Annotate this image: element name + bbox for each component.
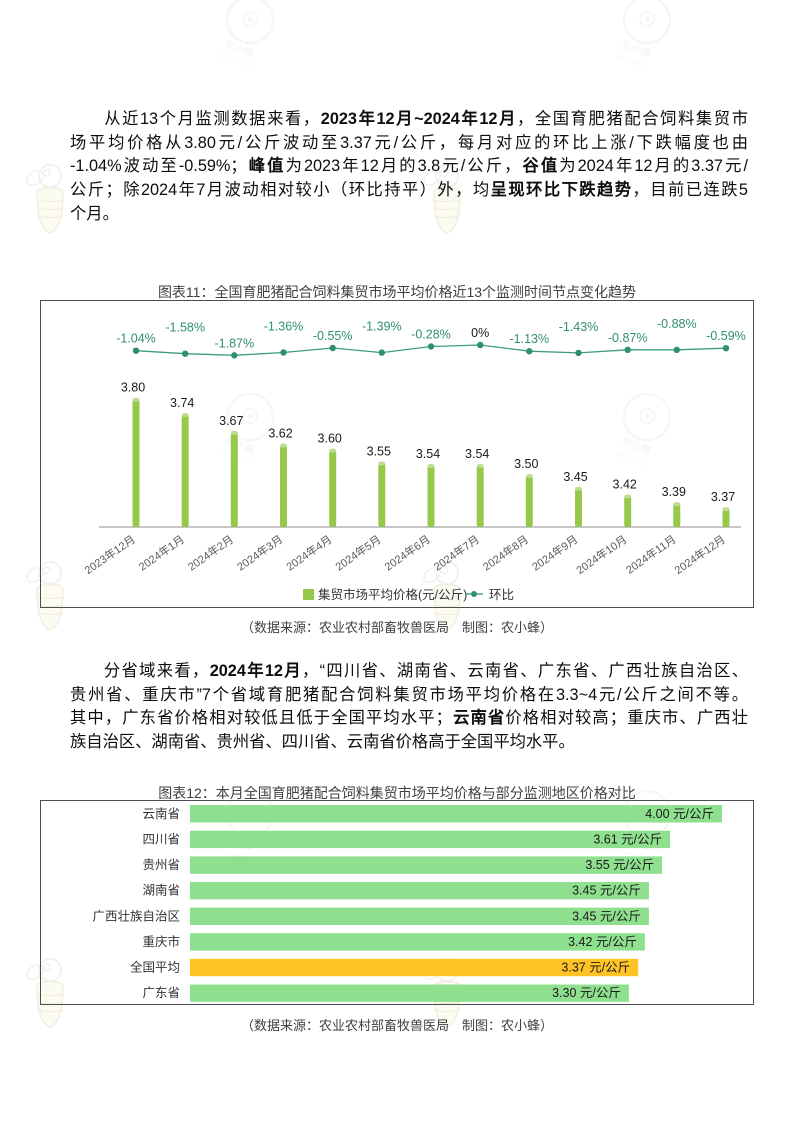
svg-text:环比: 环比 bbox=[489, 588, 514, 602]
svg-text:2023年12月: 2023年12月 bbox=[82, 532, 138, 577]
svg-text:3.55 元/公斤: 3.55 元/公斤 bbox=[585, 858, 654, 872]
svg-text:-1.04%: -1.04% bbox=[116, 332, 156, 346]
svg-text:集贸市场平均价格(元/公斤): 集贸市场平均价格(元/公斤) bbox=[318, 587, 467, 602]
svg-text:2024年5月: 2024年5月 bbox=[332, 532, 383, 574]
svg-text:-0.59%: -0.59% bbox=[706, 329, 746, 343]
svg-text:3.61 元/公斤: 3.61 元/公斤 bbox=[593, 832, 662, 846]
svg-text:3.37 元/公斤: 3.37 元/公斤 bbox=[561, 961, 630, 975]
svg-text:3.45: 3.45 bbox=[563, 470, 587, 484]
svg-text:-0.87%: -0.87% bbox=[608, 331, 648, 345]
svg-text:3.55: 3.55 bbox=[367, 444, 391, 458]
svg-text:-1.87%: -1.87% bbox=[214, 336, 254, 350]
svg-text:四川省: 四川省 bbox=[142, 832, 180, 846]
svg-text:云南省: 云南省 bbox=[142, 806, 180, 821]
svg-text:广西壮族自治区: 广西壮族自治区 bbox=[92, 909, 180, 923]
svg-text:湖南省: 湖南省 bbox=[142, 883, 180, 898]
svg-text:3.37: 3.37 bbox=[711, 490, 735, 504]
svg-text:3.62: 3.62 bbox=[268, 427, 292, 441]
svg-text:2024年12月: 2024年12月 bbox=[672, 532, 728, 577]
svg-text:3.54: 3.54 bbox=[465, 447, 489, 461]
svg-text:2024年11月: 2024年11月 bbox=[623, 532, 678, 577]
svg-text:0%: 0% bbox=[471, 326, 489, 340]
svg-text:-1.13%: -1.13% bbox=[509, 332, 549, 346]
svg-text:-1.43%: -1.43% bbox=[559, 320, 599, 334]
svg-text:2024年10月: 2024年10月 bbox=[573, 532, 629, 577]
svg-text:2024年9月: 2024年9月 bbox=[529, 532, 580, 574]
svg-text:3.60: 3.60 bbox=[318, 432, 342, 446]
svg-text:-0.88%: -0.88% bbox=[657, 317, 697, 331]
svg-text:贵州省: 贵州省 bbox=[142, 858, 180, 872]
svg-text:3.80: 3.80 bbox=[121, 381, 145, 395]
svg-text:广东省: 广东省 bbox=[142, 986, 180, 1000]
svg-text:-1.36%: -1.36% bbox=[264, 320, 304, 334]
svg-text:2024年6月: 2024年6月 bbox=[382, 532, 433, 574]
svg-text:4.00 元/公斤: 4.00 元/公斤 bbox=[645, 807, 714, 821]
svg-text:-1.39%: -1.39% bbox=[362, 320, 402, 334]
svg-text:重庆市: 重庆市 bbox=[142, 934, 180, 949]
svg-text:3.67: 3.67 bbox=[219, 414, 243, 428]
svg-text:-0.55%: -0.55% bbox=[313, 329, 353, 343]
svg-text:2024年4月: 2024年4月 bbox=[283, 532, 334, 574]
svg-text:3.30 元/公斤: 3.30 元/公斤 bbox=[552, 986, 621, 1000]
svg-text:2024年7月: 2024年7月 bbox=[431, 532, 482, 574]
svg-text:-1.58%: -1.58% bbox=[165, 321, 205, 335]
svg-text:3.45 元/公斤: 3.45 元/公斤 bbox=[572, 909, 641, 923]
svg-text:全国平均: 全国平均 bbox=[130, 960, 180, 975]
svg-text:3.74: 3.74 bbox=[170, 396, 194, 410]
svg-text:2024年3月: 2024年3月 bbox=[234, 532, 285, 574]
svg-text:2024年2月: 2024年2月 bbox=[185, 532, 236, 574]
svg-text:2024年8月: 2024年8月 bbox=[480, 532, 531, 574]
svg-text:3.39: 3.39 bbox=[662, 485, 686, 499]
svg-text:3.45 元/公斤: 3.45 元/公斤 bbox=[572, 884, 641, 898]
svg-text:3.42 元/公斤: 3.42 元/公斤 bbox=[568, 935, 637, 949]
svg-text:3.50: 3.50 bbox=[514, 457, 538, 471]
svg-text:3.42: 3.42 bbox=[613, 478, 637, 492]
svg-text:3.54: 3.54 bbox=[416, 447, 440, 461]
svg-text:2024年1月: 2024年1月 bbox=[136, 532, 187, 574]
svg-text:-0.28%: -0.28% bbox=[411, 328, 451, 342]
